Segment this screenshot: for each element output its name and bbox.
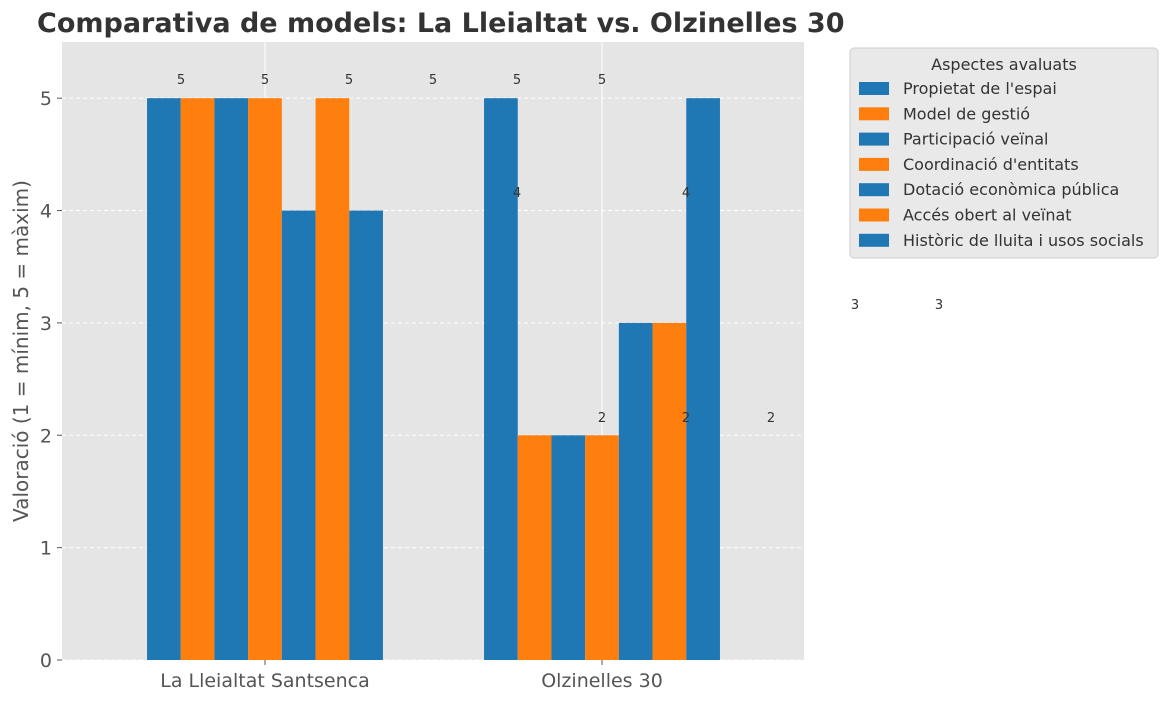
data-label: 5 bbox=[345, 73, 353, 88]
y-tick-label: 2 bbox=[40, 425, 52, 447]
bar bbox=[686, 98, 720, 660]
legend-swatch bbox=[859, 208, 889, 222]
data-labels: 55555554433222 bbox=[177, 73, 1027, 426]
legend-entry-label: Dotació econòmica pública bbox=[903, 180, 1119, 199]
data-label: 2 bbox=[682, 411, 690, 426]
legend-entry-label: Accés obert al veïnat bbox=[903, 206, 1072, 225]
bar bbox=[349, 210, 383, 660]
y-axis-label: Valoració (1 = mínim, 5 = màxim) bbox=[9, 180, 33, 522]
legend-entry-label: Participació veïnal bbox=[903, 130, 1049, 149]
legend-entry-label: Propietat de l'espai bbox=[903, 79, 1057, 98]
bar bbox=[147, 98, 181, 660]
data-label: 2 bbox=[598, 411, 606, 426]
bar bbox=[248, 98, 282, 660]
bar bbox=[315, 98, 350, 660]
bar bbox=[585, 435, 619, 660]
x-axis: La Lleialtat Santsenca Olzinelles 30 bbox=[160, 660, 663, 692]
legend-entry-label: Coordinació d'entitats bbox=[903, 155, 1079, 174]
data-label: 3 bbox=[851, 298, 859, 313]
bar bbox=[484, 98, 518, 660]
bars bbox=[147, 98, 720, 660]
data-label: 4 bbox=[513, 186, 521, 201]
data-label: 5 bbox=[177, 73, 185, 88]
bar bbox=[180, 98, 215, 660]
data-label: 5 bbox=[261, 73, 269, 88]
y-tick-label: 1 bbox=[40, 538, 52, 560]
legend-swatch bbox=[859, 157, 889, 171]
x-tick-label: Olzinelles 30 bbox=[541, 670, 663, 692]
y-tick-label: 5 bbox=[40, 88, 52, 110]
legend-entry-label: Model de gestió bbox=[903, 104, 1030, 123]
legend-entry-label: Històric de lluita i usos socials bbox=[903, 231, 1144, 250]
legend-swatch bbox=[859, 82, 889, 95]
legend-swatch bbox=[859, 107, 889, 121]
bar bbox=[281, 210, 316, 660]
legend-swatch bbox=[859, 233, 889, 247]
data-label: 5 bbox=[598, 73, 606, 88]
legend-title: Aspectes avaluats bbox=[931, 55, 1077, 74]
legend-box bbox=[849, 47, 1159, 259]
x-tick-label: La Lleialtat Santsenca bbox=[160, 670, 370, 692]
y-tick-label: 0 bbox=[40, 650, 52, 672]
y-tick-label: 3 bbox=[40, 313, 52, 335]
bar bbox=[551, 435, 586, 660]
y-axis: 0 1 2 3 4 5 bbox=[40, 88, 62, 672]
data-label: 5 bbox=[513, 73, 521, 88]
y-tick-label: 4 bbox=[40, 201, 52, 223]
data-label: 4 bbox=[682, 186, 690, 201]
bar bbox=[618, 322, 653, 660]
data-label: 5 bbox=[429, 73, 437, 88]
legend: Aspectes avaluats Propietat de l'espai Mo… bbox=[849, 47, 1159, 259]
legend-swatch bbox=[859, 183, 889, 197]
data-label: 3 bbox=[935, 298, 943, 313]
bar bbox=[652, 322, 687, 660]
bar bbox=[517, 435, 552, 660]
chart-title: Comparativa de models: La Lleialtat vs. … bbox=[37, 8, 845, 39]
bar bbox=[214, 98, 249, 660]
data-label: 2 bbox=[767, 411, 775, 426]
legend-swatch bbox=[859, 132, 889, 146]
